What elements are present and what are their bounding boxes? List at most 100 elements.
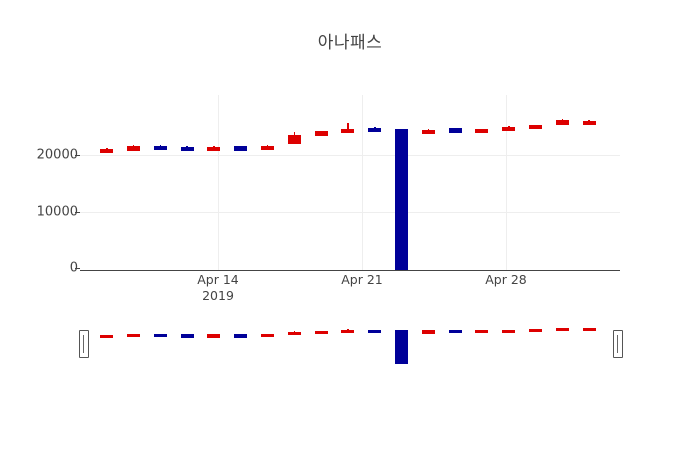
candle-body: [180, 334, 194, 338]
candle-body: [261, 145, 275, 151]
gridline-x-apr21: [362, 95, 363, 270]
candle-body: [448, 128, 462, 133]
candle-body: [368, 127, 382, 133]
candle-2019-04-24[interactable]: [421, 322, 435, 364]
candle-2019-04-11[interactable]: [180, 322, 194, 364]
x-axis-line: [80, 269, 620, 271]
candle-2019-04-16[interactable]: [261, 95, 275, 270]
candle-2019-04-19[interactable]: [341, 95, 355, 270]
candle-body: [153, 145, 167, 151]
candle-body: [582, 328, 596, 332]
candle-2019-04-17[interactable]: [287, 95, 301, 270]
gridline-y-10000: [80, 212, 620, 213]
candle-wick: [347, 122, 349, 131]
candle-2019-04-10[interactable]: [153, 95, 167, 270]
candle-2019-04-24[interactable]: [421, 95, 435, 270]
candle-2019-04-16[interactable]: [261, 322, 275, 364]
x-axis: Apr 14 2019 Apr 21 Apr 28: [0, 272, 700, 312]
candle-2019-04-22[interactable]: [368, 322, 382, 364]
candle-2019-04-18[interactable]: [314, 95, 328, 270]
candle-2019-04-17[interactable]: [287, 322, 301, 364]
candle-2019-04-19[interactable]: [341, 322, 355, 364]
candle-body: [234, 334, 248, 338]
candle-2019-04-18[interactable]: [314, 322, 328, 364]
candle-2019-04-30[interactable]: [529, 322, 543, 364]
range-slider[interactable]: [79, 322, 623, 364]
y-axis: 20000 10000 0: [0, 95, 700, 276]
candle-body: [502, 126, 516, 132]
candle-2019-04-09[interactable]: [127, 95, 141, 270]
candle-body: [368, 329, 382, 334]
candle-body: [421, 129, 435, 135]
candle-wick: [106, 148, 108, 150]
candle-2019-04-11[interactable]: [180, 95, 194, 270]
candle-body: [127, 146, 141, 151]
candle-2019-04-29[interactable]: [502, 95, 516, 270]
range-handle-left[interactable]: [79, 330, 89, 358]
y-axis-tick-10000: 10000: [36, 204, 78, 220]
gridline-y-20000: [80, 155, 620, 156]
x-axis-tick-apr14: Apr 14: [197, 272, 239, 287]
candle-body: [100, 148, 114, 154]
candle-body: [582, 120, 596, 126]
candle-2019-04-26[interactable]: [475, 95, 489, 270]
gridline-x-apr14: [218, 95, 219, 270]
candle-body: [234, 146, 248, 151]
range-slider-track[interactable]: [80, 322, 620, 364]
candle-2019-04-15[interactable]: [234, 95, 248, 270]
candle-2019-05-03[interactable]: [582, 322, 596, 364]
candle-2019-04-23[interactable]: [395, 95, 409, 270]
candle-2019-04-12[interactable]: [207, 95, 221, 270]
plot-area[interactable]: [80, 95, 620, 271]
x-axis-tick-apr21: Apr 21: [341, 272, 383, 287]
candle-2019-04-09[interactable]: [127, 322, 141, 364]
candle-body: [314, 330, 328, 334]
candle-body: [287, 331, 301, 335]
candle-body: [287, 134, 301, 145]
candle-body: [100, 334, 114, 339]
candle-body: [475, 128, 489, 134]
candle-body: [207, 334, 221, 338]
candle-body: [475, 330, 489, 334]
y-axis-tickmark-20000: [75, 155, 80, 156]
candle-2019-04-08[interactable]: [100, 322, 114, 364]
candle-2019-05-02[interactable]: [555, 322, 569, 364]
candle-body: [529, 329, 543, 333]
x-axis-tick-apr28: Apr 28: [485, 272, 527, 287]
candle-body: [529, 124, 543, 130]
candle-body: [421, 330, 435, 334]
range-handle-left-grip: [83, 335, 84, 353]
candle-2019-05-03[interactable]: [582, 95, 596, 270]
candle-body: [448, 329, 462, 334]
candle-2019-04-10[interactable]: [153, 322, 167, 364]
candle-2019-04-25[interactable]: [448, 322, 462, 364]
candle-2019-04-30[interactable]: [529, 95, 543, 270]
range-handle-right[interactable]: [613, 330, 623, 358]
candle-2019-04-29[interactable]: [502, 322, 516, 364]
candle-body: [127, 334, 141, 338]
range-handle-right-grip: [617, 335, 618, 353]
candle-body: [261, 334, 275, 338]
candle-body: [341, 128, 355, 134]
candle-body: [153, 334, 167, 338]
candle-body: [502, 329, 516, 333]
candle-2019-04-15[interactable]: [234, 322, 248, 364]
candle-body: [555, 328, 569, 332]
candle-2019-04-26[interactable]: [475, 322, 489, 364]
y-axis-tick-0: 0: [69, 260, 78, 276]
candle-2019-04-22[interactable]: [368, 95, 382, 270]
candle-2019-04-25[interactable]: [448, 95, 462, 270]
candle-2019-05-02[interactable]: [555, 95, 569, 270]
candle-body: [314, 131, 328, 136]
candle-body: [395, 330, 409, 364]
candle-body: [180, 146, 194, 152]
candle-2019-04-12[interactable]: [207, 322, 221, 364]
candle-2019-04-08[interactable]: [100, 95, 114, 270]
candle-body: [395, 129, 409, 270]
y-axis-tickmark-10000: [75, 212, 80, 213]
candle-body: [207, 146, 221, 152]
candle-2019-04-23[interactable]: [395, 322, 409, 364]
candle-body: [341, 330, 355, 334]
chart-title: 아나패스: [317, 33, 383, 53]
